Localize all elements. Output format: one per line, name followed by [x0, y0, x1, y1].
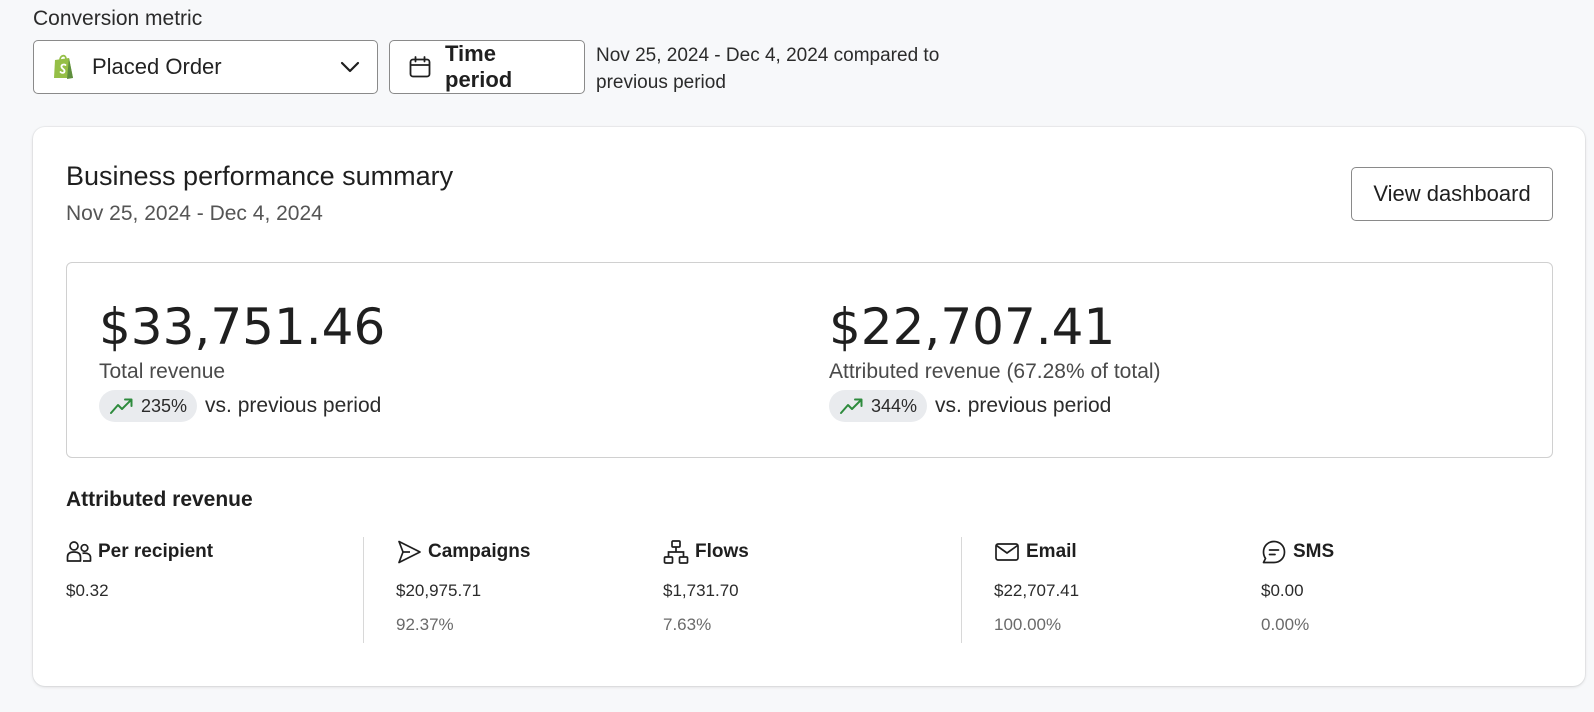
campaigns-name: Campaigns: [428, 541, 531, 562]
mail-icon: [994, 539, 1020, 565]
chat-icon: [1261, 539, 1287, 565]
email-name: Email: [1026, 541, 1077, 562]
campaigns-percent: 92.37%: [396, 615, 454, 634]
per-recipient-value: $0.32: [66, 581, 109, 600]
email-percent: 100.00%: [994, 615, 1062, 634]
email-value: $22,707.41: [994, 581, 1080, 600]
attributed-revenue-metrics: Per recipient $0.32 Campaigns $20,975.71…: [33, 537, 1585, 647]
attributed-revenue-label: Attributed revenue (67.28% of total): [829, 360, 1161, 383]
per-recipient-name: Per recipient: [98, 541, 214, 562]
email-metric: Email $22,707.41 100.00%: [994, 537, 1079, 635]
flows-name: Flows: [695, 541, 749, 562]
view-dashboard-button[interactable]: View dashboard: [1351, 167, 1553, 221]
shopify-icon: [52, 53, 78, 81]
period-description: Nov 25, 2024 - Dec 4, 2024 compared to p…: [596, 45, 940, 93]
time-period-label: Time period: [445, 41, 513, 92]
campaigns-metric: Campaigns $20,975.71 92.37%: [396, 537, 530, 635]
send-icon: [396, 539, 422, 565]
flows-percent: 7.63%: [663, 615, 712, 634]
flows-value: $1,731.70: [663, 581, 739, 600]
total-revenue-change-badge: 235%: [99, 390, 198, 422]
conversion-metric-select[interactable]: Placed Order: [33, 40, 378, 94]
conversion-metric-label: Conversion metric: [33, 7, 203, 30]
attributed-revenue-change: 344%: [871, 395, 918, 416]
total-revenue-stat: $33,751.46 Total revenue 235% vs. previo…: [99, 298, 385, 422]
total-revenue-label: Total revenue: [99, 360, 226, 383]
card-title: Business performance summary: [66, 161, 454, 191]
business-summary-card: Business performance summary Nov 25, 202…: [33, 127, 1585, 686]
sms-metric: SMS $0.00 0.00%: [1261, 537, 1334, 635]
revenue-summary-box: $33,751.46 Total revenue 235% vs. previo…: [66, 262, 1553, 458]
card-date-range: Nov 25, 2024 - Dec 4, 2024: [66, 202, 323, 225]
people-icon: [66, 539, 92, 565]
total-revenue-comparison: vs. previous period: [205, 394, 382, 417]
attributed-revenue-stat: $22,707.41 Attributed revenue (67.28% of…: [829, 298, 1161, 422]
divider: [363, 537, 364, 643]
sms-value: $0.00: [1261, 581, 1304, 600]
per-recipient-metric: Per recipient $0.32: [66, 537, 213, 601]
flows-metric: Flows $1,731.70 7.63%: [663, 537, 749, 635]
flow-icon: [663, 539, 689, 565]
time-period-button[interactable]: Time period: [389, 40, 585, 94]
attributed-revenue-comparison: vs. previous period: [935, 394, 1112, 417]
chevron-down-icon: [339, 56, 361, 78]
trend-up-icon: [109, 396, 135, 416]
trend-up-icon: [839, 396, 865, 416]
attributed-revenue-amount: $22,707.41: [829, 298, 1116, 356]
total-revenue-amount: $33,751.46: [99, 298, 386, 356]
total-revenue-change: 235%: [141, 395, 188, 416]
divider: [961, 537, 962, 643]
attributed-revenue-change-badge: 344%: [829, 390, 928, 422]
attributed-revenue-title: Attributed revenue: [66, 488, 253, 511]
calendar-icon: [408, 55, 432, 79]
selected-metric: Placed Order: [92, 54, 222, 79]
sms-percent: 0.00%: [1261, 615, 1310, 634]
campaigns-value: $20,975.71: [396, 581, 482, 600]
sms-name: SMS: [1293, 541, 1335, 562]
